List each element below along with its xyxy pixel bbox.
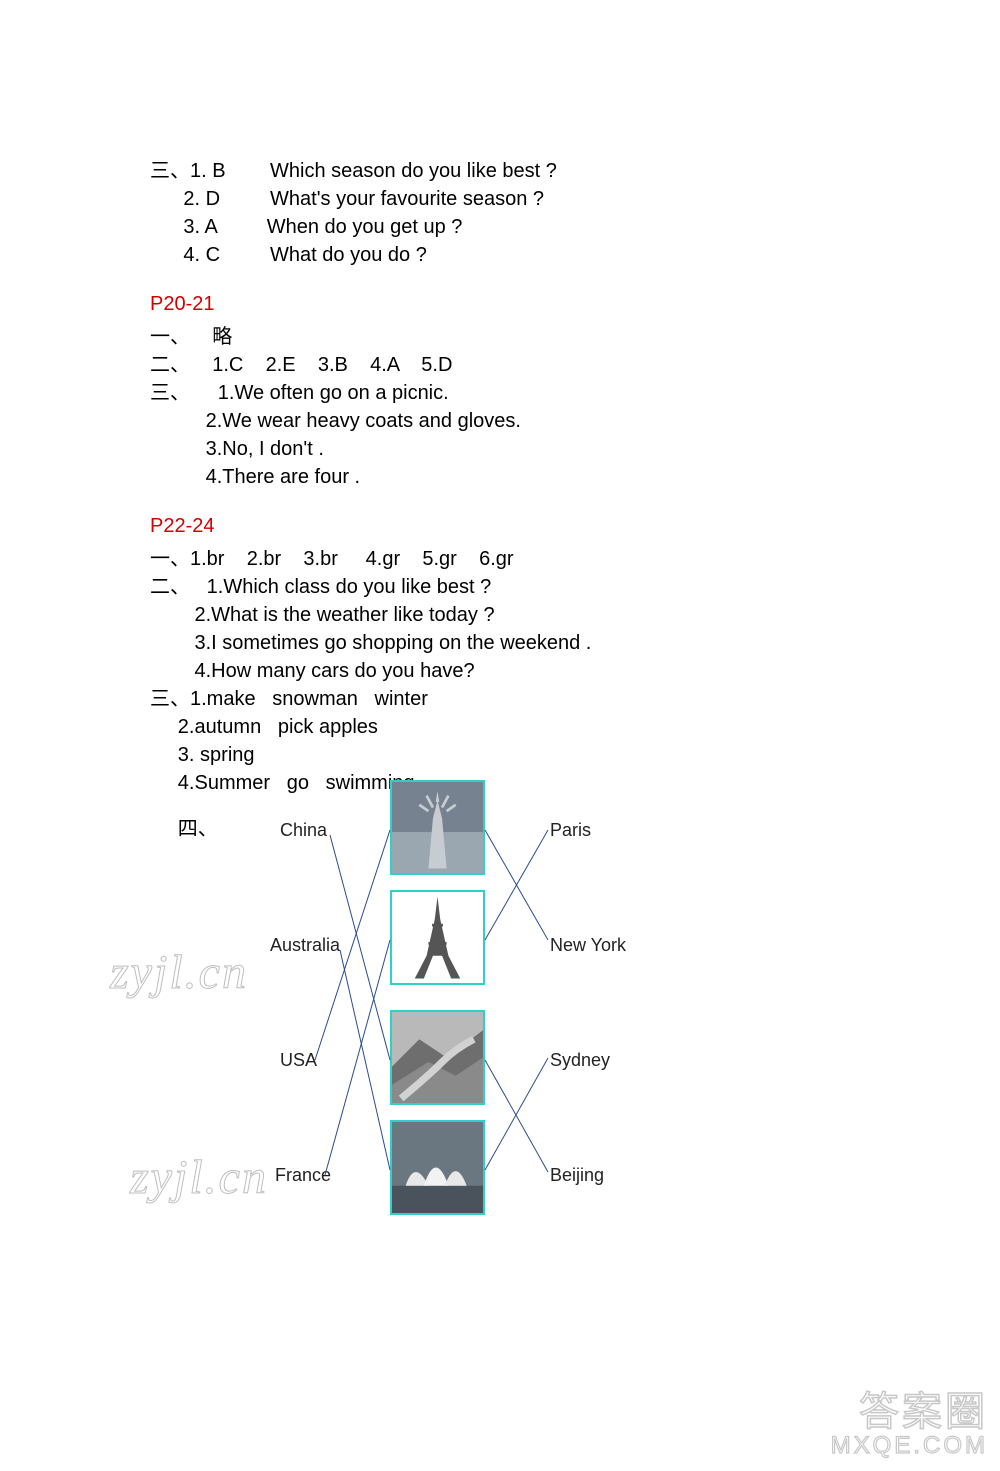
top-row-1: 三、1. B Which season do you like best ? — [150, 157, 870, 185]
p20-line1: 一、 略 — [150, 323, 870, 351]
top-row-2: 2. D What's your favourite season ? — [150, 185, 870, 213]
p22-line3b: 2.autumn pick apples — [150, 713, 870, 741]
p22-line1: 一、1.br 2.br 3.br 4.gr 5.gr 6.gr — [150, 545, 870, 573]
corner-watermark-cn: 答案圈 — [831, 1392, 988, 1432]
p20-line3b: 2.We wear heavy coats and gloves. — [150, 407, 870, 435]
p22-line2b: 2.What is the weather like today ? — [150, 601, 870, 629]
top-row-4: 4. C What do you do ? — [150, 241, 870, 269]
city-label-sydney: Sydney — [550, 1050, 610, 1071]
section-top: 三、1. B Which season do you like best ? 2… — [150, 157, 870, 269]
p20-line3a: 三、 1.We often go on a picnic. — [150, 379, 870, 407]
landmark-greatwall-icon — [390, 1010, 485, 1105]
p22-line3c: 3. spring — [150, 741, 870, 769]
landmark-statue-icon — [390, 780, 485, 875]
corner-watermark: 答案圈 MXQE.COM — [831, 1392, 988, 1461]
p20-line3c: 3.No, I don't . — [150, 435, 870, 463]
section-p20: 一、 略 二、 1.C 2.E 3.B 4.A 5.D 三、 1.We ofte… — [150, 323, 870, 491]
country-label-china: China — [280, 820, 327, 841]
top-row-3: 3. A When do you get up ? — [150, 213, 870, 241]
city-label-beijing: Beijing — [550, 1165, 604, 1186]
p20-line3d: 4.There are four . — [150, 463, 870, 491]
page-ref-p20: P20-21 — [150, 287, 870, 321]
p22-line2d: 4.How many cars do you have? — [150, 657, 870, 685]
matching-diagram: China Australia USA France Paris New Yor… — [100, 780, 800, 1250]
city-label-newyork: New York — [550, 935, 626, 956]
p22-line3a: 三、1.make snowman winter — [150, 685, 870, 713]
country-label-france: France — [275, 1165, 331, 1186]
p20-line2: 二、 1.C 2.E 3.B 4.A 5.D — [150, 351, 870, 379]
city-label-paris: Paris — [550, 820, 591, 841]
country-label-usa: USA — [280, 1050, 317, 1071]
answer-page: 三、1. B Which season do you like best ? 2… — [150, 155, 870, 843]
corner-watermark-en: MXQE.COM — [831, 1432, 988, 1461]
landmark-eiffel-icon — [390, 890, 485, 985]
p22-line2a: 二、 1.Which class do you like best ? — [150, 573, 870, 601]
country-label-australia: Australia — [270, 935, 340, 956]
p22-line2c: 3.I sometimes go shopping on the weekend… — [150, 629, 870, 657]
section-marker: 三、 — [150, 160, 190, 182]
landmark-opera-icon — [390, 1120, 485, 1215]
page-ref-p22: P22-24 — [150, 509, 870, 543]
